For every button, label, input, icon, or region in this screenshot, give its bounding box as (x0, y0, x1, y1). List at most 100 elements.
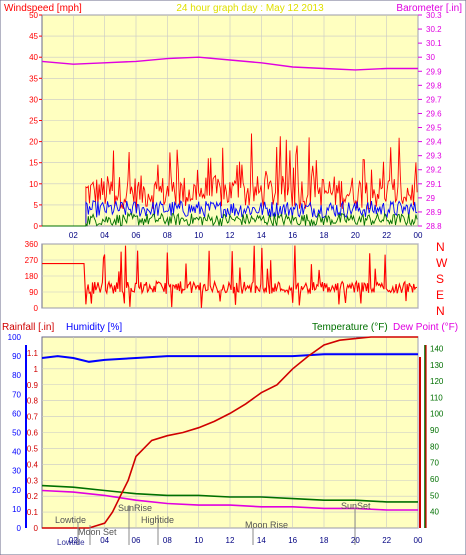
wind-tick-label: 0 (34, 222, 39, 231)
barometer-axis-title: Barometer [.in] (396, 3, 462, 14)
wind-tick-label: 25 (29, 117, 38, 126)
wind-tick-label: 50 (29, 11, 38, 20)
dew-point-axis-title: Dew Point (°F) (393, 322, 458, 333)
hour-tick-label: 00 (414, 231, 423, 240)
hour-tick-label: 22 (382, 536, 391, 545)
temperature-tick-label: 130 (430, 361, 444, 370)
humidity-tick-label: 70 (12, 390, 21, 399)
temperature-tick-label: 50 (430, 491, 439, 500)
barometer-tick-label: 29.6 (426, 109, 442, 118)
temperature-tick-label: 100 (430, 410, 444, 419)
temperature-tick-label: 40 (430, 508, 439, 517)
hightide-label: Hightide (141, 515, 174, 525)
compass-n-top: N (436, 240, 445, 254)
rainfall-tick-label: 0.6 (27, 429, 39, 438)
rainfall-tick-label: 0.3 (27, 476, 39, 485)
hour-tick-label: 14 (257, 536, 266, 545)
rainfall-tick-label: 0.5 (27, 444, 39, 453)
compass-n-bottom: N (436, 304, 445, 318)
temperature-tick-label: 70 (430, 459, 439, 468)
barometer-tick-label: 29.4 (426, 138, 442, 147)
humidity-tick-label: 90 (12, 352, 21, 361)
barometer-tick-label: 30 (426, 53, 435, 62)
direction-tick-label: 360 (25, 240, 39, 249)
humidity-series (41, 353, 418, 363)
wind-tick-label: 20 (29, 138, 38, 147)
hour-tick-label: 10 (194, 231, 203, 240)
rainfall-tick-label: 0.4 (27, 460, 39, 469)
humidity-tick-label: 60 (12, 409, 21, 418)
barometer-tick-label: 30.1 (426, 39, 442, 48)
wind-gust-series (42, 133, 418, 227)
barometer-tick-label: 30.3 (426, 11, 442, 20)
rainfall-tick-label: 0 (34, 524, 39, 533)
temperature-tick-label: 120 (430, 377, 444, 386)
hour-tick-label: 18 (320, 536, 329, 545)
hour-tick-label: 18 (320, 231, 329, 240)
graph-title: 24 hour graph day : May 12 2013 (176, 3, 324, 14)
barometer-tick-label: 29.8 (426, 81, 442, 90)
temperature-series (41, 484, 418, 503)
hour-tick-label: 02 (69, 231, 78, 240)
temperature-tick-label: 140 (430, 344, 444, 353)
hour-tick-label: 12 (226, 536, 235, 545)
barometer-tick-label: 29.3 (426, 152, 442, 161)
barometer-tick-label: 30.2 (426, 25, 442, 34)
hour-tick-label: 00 (414, 536, 423, 545)
direction-tick-label: 180 (25, 272, 39, 281)
rainfall-tick-label: 1 (34, 365, 39, 374)
sunset-label: SunSet (341, 501, 371, 511)
wind-tick-label: 30 (29, 95, 38, 104)
temperature-tick-label: 80 (430, 442, 439, 451)
barometer-series (41, 56, 418, 71)
humidity-tick-label: 20 (12, 486, 21, 495)
hour-tick-label: 20 (351, 536, 360, 545)
hour-tick-label: 12 (226, 231, 235, 240)
rainfall-tick-label: 0.2 (27, 492, 39, 501)
hour-tick-label: 04 (100, 536, 109, 545)
barometer-tick-label: 28.8 (426, 222, 442, 231)
compass-w: W (436, 256, 448, 270)
hour-tick-label: 04 (100, 231, 109, 240)
direction-tick-label: 90 (29, 288, 38, 297)
hour-tick-label: 08 (163, 231, 172, 240)
rainfall-axis-title: Rainfall [.in] (2, 322, 54, 333)
hour-tick-label: 06 (132, 536, 141, 545)
humidity-tick-label: 50 (12, 429, 21, 438)
humidity-tick-label: 30 (12, 467, 21, 476)
rainfall-series (42, 336, 418, 529)
hour-tick-label: 08 (163, 536, 172, 545)
barometer-tick-label: 29.9 (426, 67, 442, 76)
barometer-tick-label: 29.5 (426, 124, 442, 133)
rainfall-tick-label: 0.8 (27, 397, 39, 406)
barometer-tick-label: 29.2 (426, 166, 442, 175)
hour-tick-label: 14 (257, 231, 266, 240)
compass-e: E (436, 288, 444, 302)
rainfall-tick-label: 1.1 (27, 349, 39, 358)
humidity-tick-label: 0 (17, 524, 22, 533)
humidity-tick-label: 10 (12, 505, 21, 514)
temperature-axis-title: Temperature (°F) (312, 322, 388, 333)
humidity-axis-title: Humidity [%] (66, 322, 122, 333)
wind-tick-label: 35 (29, 74, 38, 83)
lowtide-label-1: Lowtide (55, 515, 86, 525)
barometer-tick-label: 29.1 (426, 180, 442, 189)
lowtide-label-2: Lowtide (57, 538, 85, 547)
wind-direction-series (42, 245, 418, 308)
barometer-tick-label: 28.9 (426, 208, 442, 217)
rainfall-tick-label: 0.1 (27, 508, 39, 517)
hour-tick-label: 02 (69, 536, 78, 545)
compass-s: S (436, 272, 444, 286)
temperature-tick-label: 90 (430, 426, 439, 435)
barometer-tick-label: 29 (426, 194, 435, 203)
barometer-tick-label: 29.7 (426, 95, 442, 104)
wind-tick-label: 5 (34, 201, 39, 210)
moonset-label: Moon Set (78, 527, 117, 537)
humidity-tick-label: 80 (12, 371, 21, 380)
hour-tick-label: 22 (382, 231, 391, 240)
hour-tick-label: 20 (351, 231, 360, 240)
wind-average-series (42, 200, 418, 227)
hour-tick-label: 16 (288, 231, 297, 240)
wind-tick-label: 15 (29, 159, 38, 168)
